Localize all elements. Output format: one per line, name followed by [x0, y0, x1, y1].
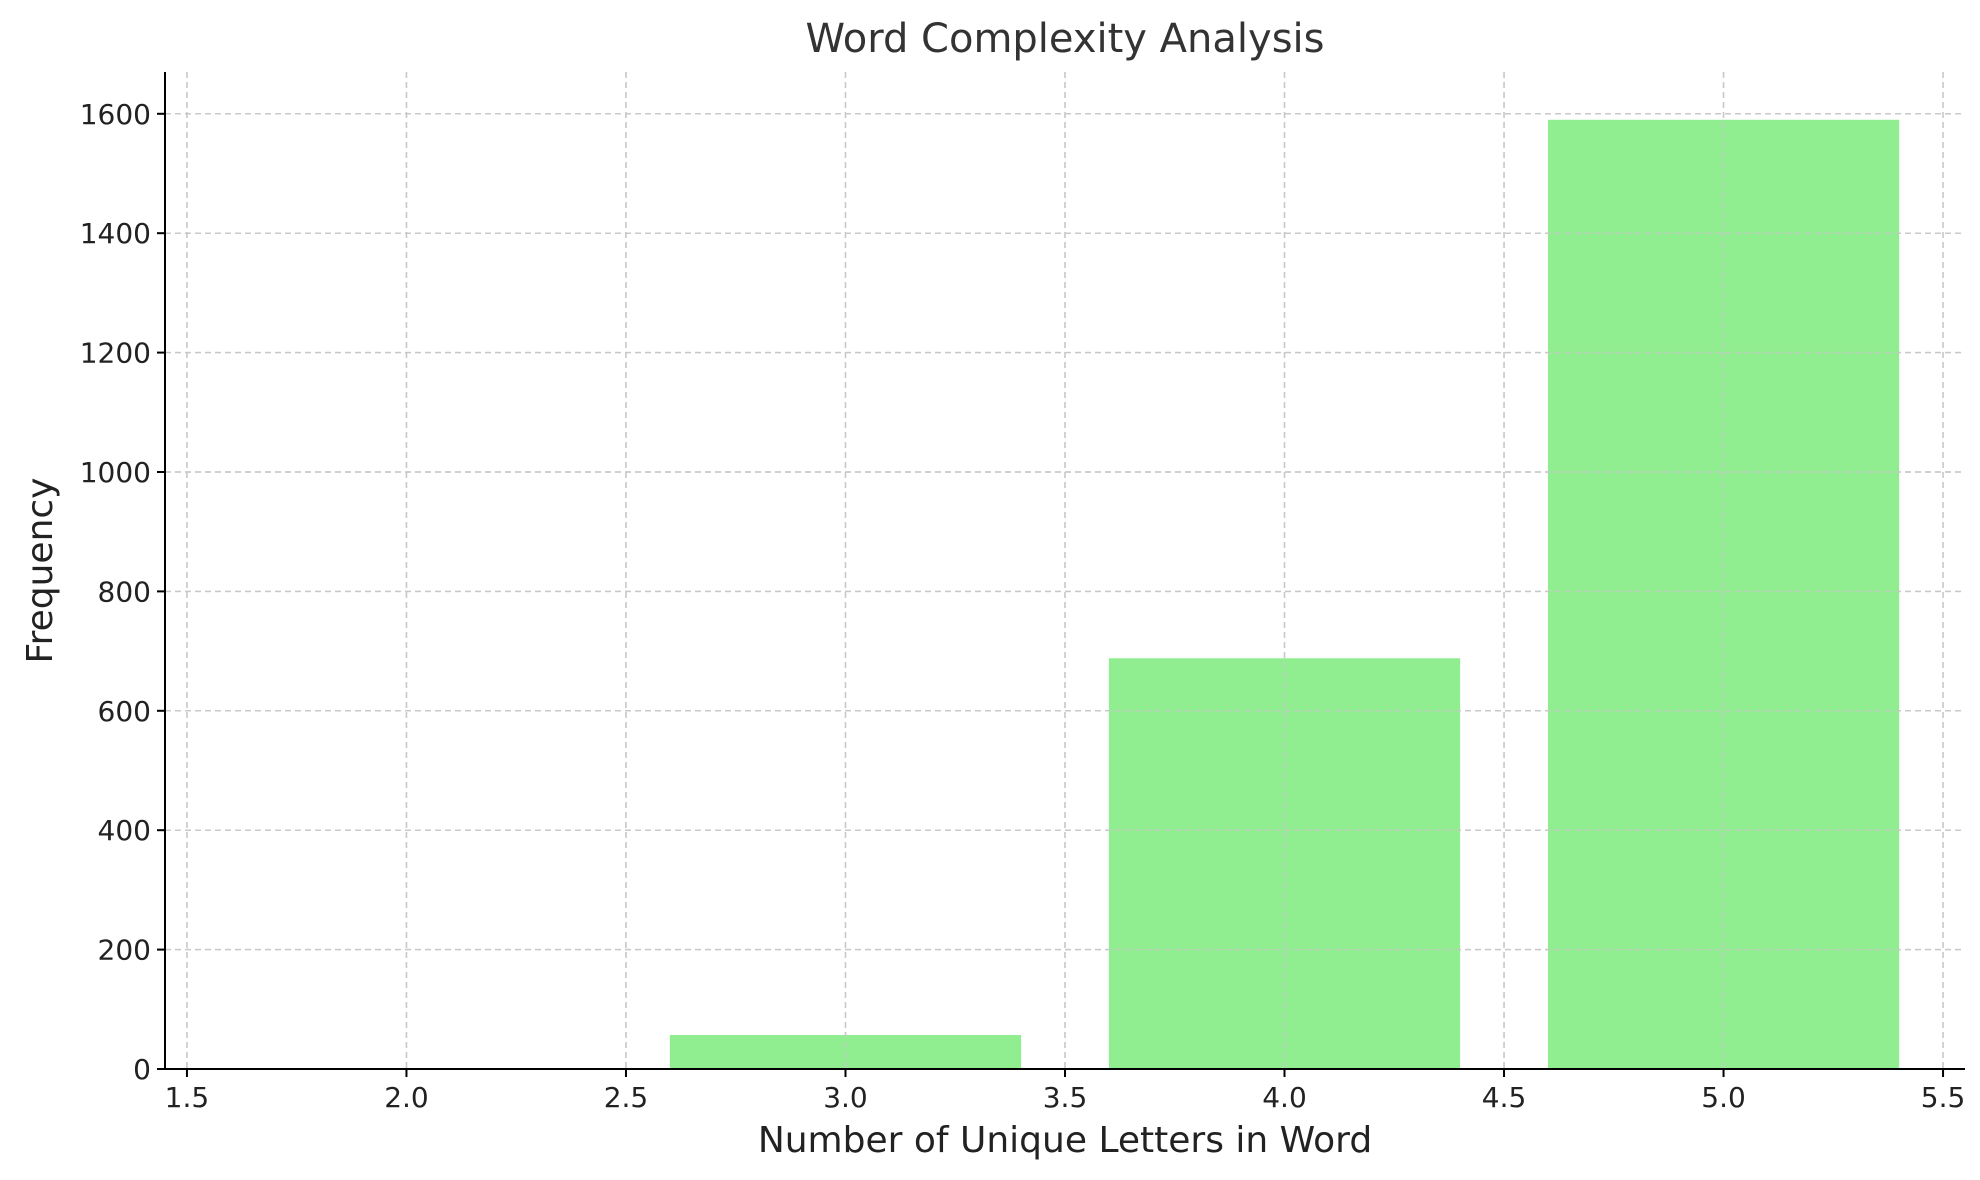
x-tick-label-4: 3.5 [1043, 1081, 1088, 1114]
y-tick-label-3: 600 [98, 695, 151, 728]
y-tick-label-7: 1400 [80, 217, 151, 250]
y-tick-label-6: 1200 [80, 337, 151, 370]
y-tick-label-8: 1600 [80, 98, 151, 131]
chart-title: Word Complexity Analysis [806, 16, 1325, 62]
y-tick-label-2: 400 [98, 814, 151, 847]
x-tick-label-1: 2.0 [384, 1081, 429, 1114]
y-tick-label-4: 800 [98, 575, 151, 608]
axes [157, 72, 1965, 1077]
x-axis-label: Number of Unique Letters in Word [758, 1120, 1372, 1161]
y-tick-label-5: 1000 [80, 456, 151, 489]
x-tick-label-7: 5.0 [1701, 1081, 1746, 1114]
bars [165, 72, 1965, 1070]
y-axis-label: Frequency [20, 478, 61, 664]
y-tick-label-0: 0 [133, 1053, 151, 1086]
y-tick-label-1: 200 [98, 934, 151, 967]
x-tick-label-5: 4.0 [1262, 1081, 1307, 1114]
x-tick-label-6: 4.5 [1482, 1081, 1527, 1114]
tick-labels: 1.5 2.0 2.5 3.0 3.5 4.0 4.5 5.0 5.5 0 200 400 600 800… [80, 98, 1966, 1114]
x-tick-label-8: 5.5 [1921, 1081, 1966, 1114]
x-tick-label-2: 2.5 [604, 1081, 649, 1114]
x-tick-label-3: 3.0 [823, 1081, 868, 1114]
x-tick-label-0: 1.5 [165, 1081, 210, 1114]
